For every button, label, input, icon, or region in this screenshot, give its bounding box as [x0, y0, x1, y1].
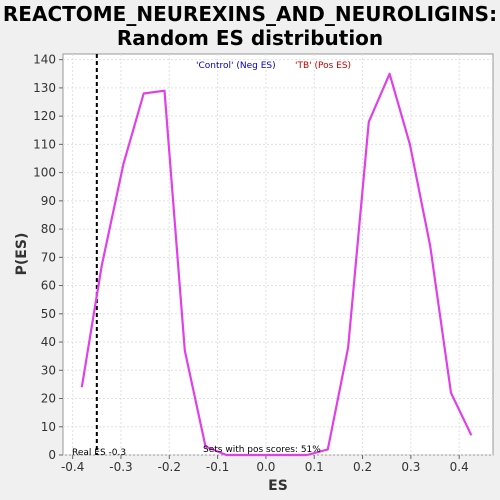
- y-tick-label: 60: [41, 279, 56, 293]
- y-tick-label: 0: [48, 448, 56, 462]
- legend-control: 'Control' (Neg ES): [196, 61, 276, 71]
- x-tick-label: -0.4: [61, 460, 84, 474]
- x-tick-label: 0.4: [450, 460, 469, 474]
- y-tick-label: 140: [33, 53, 56, 67]
- y-tick-label: 20: [41, 392, 56, 406]
- x-tick-label: -0.3: [109, 460, 132, 474]
- y-tick-label: 30: [41, 363, 56, 377]
- x-tick-label: 0.3: [401, 460, 420, 474]
- x-tick-label: 0.2: [353, 460, 372, 474]
- chart-title-line1: REACTOME_NEUREXINS_AND_NEUROLIGINS:: [2, 2, 498, 26]
- y-tick-label: 90: [41, 194, 56, 208]
- x-tick-label: -0.1: [206, 460, 229, 474]
- y-tick-label: 80: [41, 222, 56, 236]
- y-tick-label: 10: [41, 420, 56, 434]
- series-line: [80, 72, 473, 457]
- chart-title: REACTOME_NEUREXINS_AND_NEUROLIGINS: Rand…: [0, 2, 500, 50]
- y-tick-label: 130: [33, 81, 56, 95]
- legend-tb: 'TB' (Pos ES): [295, 61, 351, 71]
- grid-lines: [63, 54, 493, 456]
- y-tick-label: 50: [41, 307, 56, 321]
- y-axis-label: P(ES): [14, 233, 30, 276]
- x-tick-label: 0.1: [305, 460, 324, 474]
- x-tick-label: -0.2: [158, 460, 181, 474]
- plot-area: [62, 53, 494, 456]
- y-tick-label: 40: [41, 335, 56, 349]
- pos-scores-annotation: Sets with pos scores: 51%: [203, 445, 321, 455]
- y-tick-label: 120: [33, 109, 56, 123]
- y-tick-label: 100: [33, 166, 56, 180]
- x-tick-label: 0.0: [256, 460, 275, 474]
- x-axis-ticks: -0.4 -0.3 -0.2 -0.1 0.0 0.1 0.2 0.3 0.4: [61, 455, 469, 474]
- chart-title-line2: Random ES distribution: [116, 26, 384, 50]
- real-es-label: Real ES -0.3: [72, 448, 126, 458]
- x-axis-label: ES: [268, 478, 288, 494]
- y-axis-ticks: 0 10 20 30 40 50 60 70 80 90 100 110 120 130 140: [33, 53, 63, 462]
- y-tick-label: 110: [33, 137, 56, 151]
- y-tick-label: 70: [41, 250, 56, 264]
